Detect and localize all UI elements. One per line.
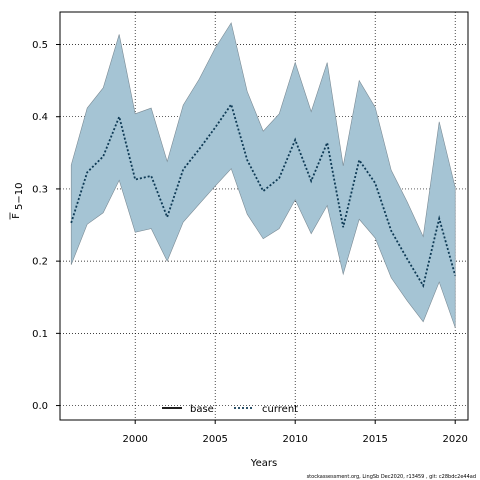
y-axis-title: F 5−10 — [9, 183, 25, 220]
axes: 2000 2005 2010 2015 2020 0.0 0.1 0.2 0.3 0.4 0.5 — [32, 40, 468, 445]
legend-label-current: current — [262, 404, 298, 415]
footer-text: stockassessment.org, LingSb Dec2020, r13… — [307, 474, 476, 480]
y-axis-subscript: 5−10 — [14, 183, 25, 210]
y-tick-label: 0.5 — [32, 40, 48, 51]
plot-frame — [59, 11, 469, 421]
y-tick-label: 0.0 — [32, 401, 48, 412]
y-tick-label: 0.2 — [32, 257, 48, 268]
confidence-band-layer — [70, 22, 456, 328]
x-tick-label: 2015 — [362, 434, 387, 445]
x-tick-label: 2020 — [442, 434, 467, 445]
y-tick-label: 0.4 — [32, 112, 48, 123]
x-axis-title: Years — [250, 458, 277, 469]
x-tick-label: 2005 — [202, 434, 227, 445]
x-tick-label: 2000 — [122, 434, 147, 445]
legend: base current — [162, 404, 298, 415]
series-layer — [70, 102, 457, 289]
x-tick-label: 2010 — [282, 434, 307, 445]
y-axis-label: F — [11, 213, 22, 219]
y-tick-label: 0.1 — [32, 329, 48, 340]
legend-label-base: base — [190, 404, 214, 415]
confidence-band — [70, 22, 456, 328]
y-tick-label: 0.3 — [32, 184, 48, 195]
